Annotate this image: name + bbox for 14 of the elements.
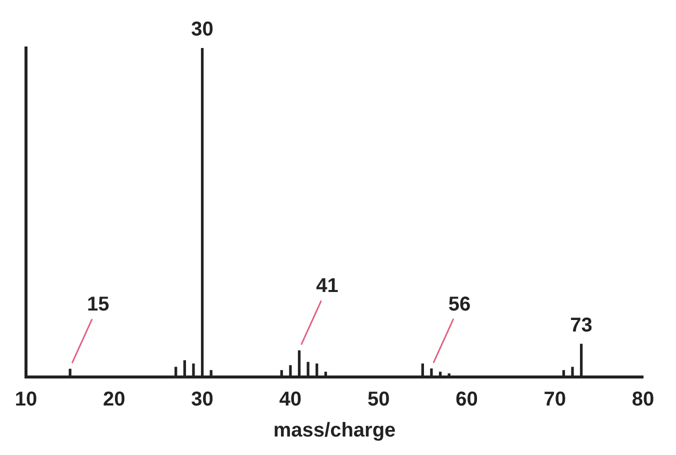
x-tick-label: 70 — [544, 388, 566, 411]
x-tick-label: 30 — [191, 388, 214, 411]
annotation: 56 — [448, 293, 471, 316]
annotation: 30 — [191, 18, 214, 41]
x-tick-label: 60 — [456, 388, 478, 411]
x-axis-title: mass/charge — [273, 420, 396, 442]
annotation: 41 — [316, 275, 338, 298]
x-tick-label: 20 — [103, 388, 126, 411]
annotation: 73 — [570, 314, 592, 337]
annotation: 15 — [86, 294, 110, 316]
x-tick-label: 10 — [14, 388, 38, 411]
x-tick-label: 50 — [367, 388, 390, 411]
x-tick-label: 80 — [632, 388, 654, 411]
x-tick-label: 40 — [279, 388, 302, 411]
